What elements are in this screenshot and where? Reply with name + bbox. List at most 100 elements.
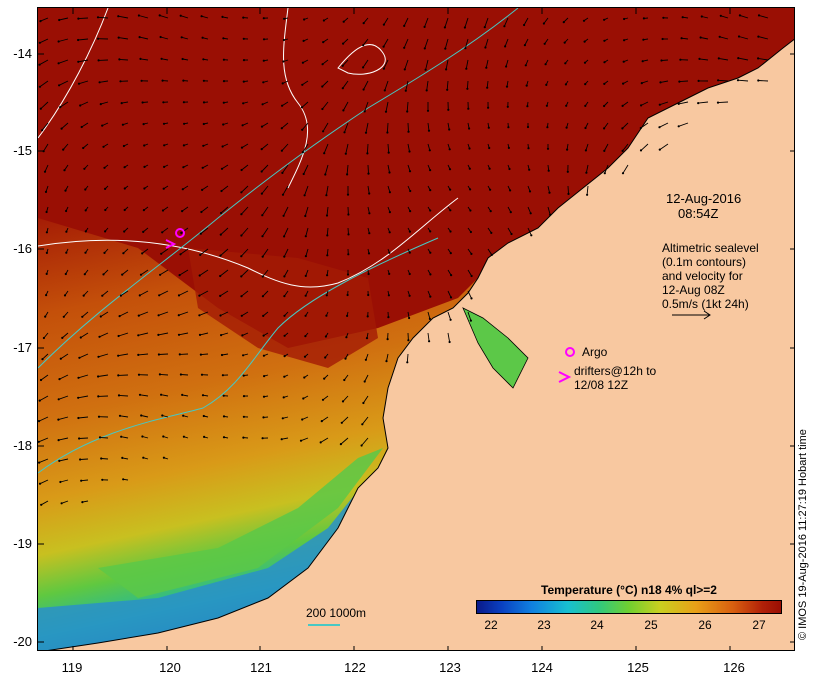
velocity-arrow-head xyxy=(530,234,533,237)
velocity-arrow-head xyxy=(97,59,100,62)
velocity-arrow-head xyxy=(642,38,645,41)
velocity-arrow-head xyxy=(489,188,492,191)
velocity-arrow xyxy=(261,206,269,216)
velocity-arrow-head xyxy=(384,110,388,113)
velocity-arrow-head xyxy=(77,38,80,42)
velocity-arrow-head xyxy=(162,456,165,459)
velocity-arrow-head xyxy=(97,37,100,40)
sst-map[interactable]: 12-Aug-2016 08:54Z Altimetric sealevel (… xyxy=(37,7,795,651)
velocity-arrow-head xyxy=(623,17,626,21)
velocity-arrow xyxy=(59,458,69,462)
velocity-arrow-head xyxy=(280,149,283,152)
drifter-legend-marker xyxy=(558,371,572,383)
velocity-arrow-head xyxy=(219,294,222,297)
velocity-arrow-head xyxy=(449,318,452,321)
velocity-arrow-head xyxy=(736,79,740,82)
velocity-arrow-head xyxy=(622,82,625,85)
velocity-arrow-head xyxy=(159,273,162,276)
velocity-arrow xyxy=(283,227,289,237)
velocity-arrow-head xyxy=(487,126,490,129)
velocity-arrow xyxy=(200,227,209,235)
altimetry-line1: Altimetric sealevel xyxy=(662,241,759,255)
velocity-arrow-head xyxy=(679,58,682,61)
velocity-arrow xyxy=(660,80,669,83)
velocity-arrow-head xyxy=(368,232,371,235)
velocity-arrow xyxy=(140,58,149,61)
velocity-arrow-head xyxy=(387,316,390,319)
velocity-arrow-head xyxy=(38,63,41,66)
velocity-arrow-head xyxy=(340,421,343,424)
velocity-arrow-head xyxy=(548,191,551,194)
velocity-arrow xyxy=(282,185,289,195)
velocity-arrow-head xyxy=(408,230,411,233)
velocity-arrow-head xyxy=(301,128,304,131)
velocity-arrow-head xyxy=(140,414,143,417)
velocity-arrow-head xyxy=(242,102,245,105)
velocity-arrow xyxy=(281,101,289,107)
velocity-arrow xyxy=(121,436,129,439)
velocity-arrow-head xyxy=(658,103,661,106)
velocity-arrow xyxy=(241,164,249,171)
velocity-arrow-head xyxy=(161,231,164,234)
velocity-arrow xyxy=(97,16,109,19)
velocity-arrow xyxy=(100,101,109,105)
velocity-arrow-head xyxy=(507,126,510,129)
velocity-arrow-head xyxy=(301,61,304,64)
velocity-arrow-head xyxy=(488,167,491,170)
velocity-arrow-head xyxy=(383,89,386,92)
velocity-arrow-head xyxy=(443,26,446,29)
velocity-arrow-head xyxy=(281,193,285,196)
velocity-arrow-head xyxy=(162,187,165,190)
velocity-arrow xyxy=(322,59,329,65)
velocity-arrow-head xyxy=(202,144,205,147)
velocity-arrow-head xyxy=(342,42,345,45)
velocity-arrow-head xyxy=(78,356,81,359)
velocity-arrow-head xyxy=(325,194,328,197)
velocity-arrow-head xyxy=(262,59,265,62)
velocity-arrow xyxy=(604,164,609,174)
velocity-arrow-head xyxy=(470,274,473,278)
velocity-arrow-head xyxy=(102,273,105,276)
velocity-arrow xyxy=(262,290,269,297)
velocity-arrow-head xyxy=(584,83,587,86)
velocity-arrow-head xyxy=(201,166,204,169)
velocity-arrow xyxy=(220,332,229,336)
velocity-arrow-head xyxy=(220,211,223,215)
velocity-arrow xyxy=(59,101,69,108)
velocity-arrow-head xyxy=(368,212,371,215)
velocity-arrow-head xyxy=(465,67,468,70)
lon-label: 125 xyxy=(627,660,649,675)
velocity-arrow xyxy=(341,416,349,424)
velocity-arrow-head xyxy=(603,149,606,152)
velocity-arrow-head xyxy=(344,152,347,155)
velocity-arrow xyxy=(504,38,509,47)
lat-label: -20 xyxy=(13,634,32,649)
velocity-arrow-head xyxy=(319,441,322,444)
velocity-arrow-head xyxy=(39,378,43,382)
velocity-arrow-head xyxy=(388,191,391,194)
velocity-arrow-head xyxy=(104,187,107,190)
velocity-arrow xyxy=(201,185,209,191)
velocity-arrow-head xyxy=(506,105,509,108)
velocity-arrow xyxy=(38,458,49,464)
velocity-arrow-head xyxy=(64,272,67,276)
velocity-arrow-head xyxy=(179,14,182,17)
velocity-arrow-head xyxy=(221,145,224,148)
velocity-arrow xyxy=(62,332,69,339)
velocity-arrow xyxy=(321,80,329,87)
velocity-arrow-head xyxy=(621,172,625,175)
velocity-arrow xyxy=(427,122,430,131)
velocity-arrow-head xyxy=(364,358,367,361)
velocity-arrow xyxy=(39,80,49,88)
velocity-arrow-head xyxy=(505,65,508,68)
velocity-arrow-head xyxy=(202,58,205,61)
velocity-arrow-head xyxy=(697,102,700,105)
velocity-arrow xyxy=(58,395,69,400)
velocity-arrow-head xyxy=(361,423,364,426)
velocity-arrow-head xyxy=(45,294,48,297)
velocity-arrow-head xyxy=(142,123,145,126)
velocity-arrow-head xyxy=(221,15,224,18)
velocity-arrow-head xyxy=(445,68,448,71)
velocity-arrow-head xyxy=(490,253,493,256)
velocity-arrow-head xyxy=(161,414,164,417)
